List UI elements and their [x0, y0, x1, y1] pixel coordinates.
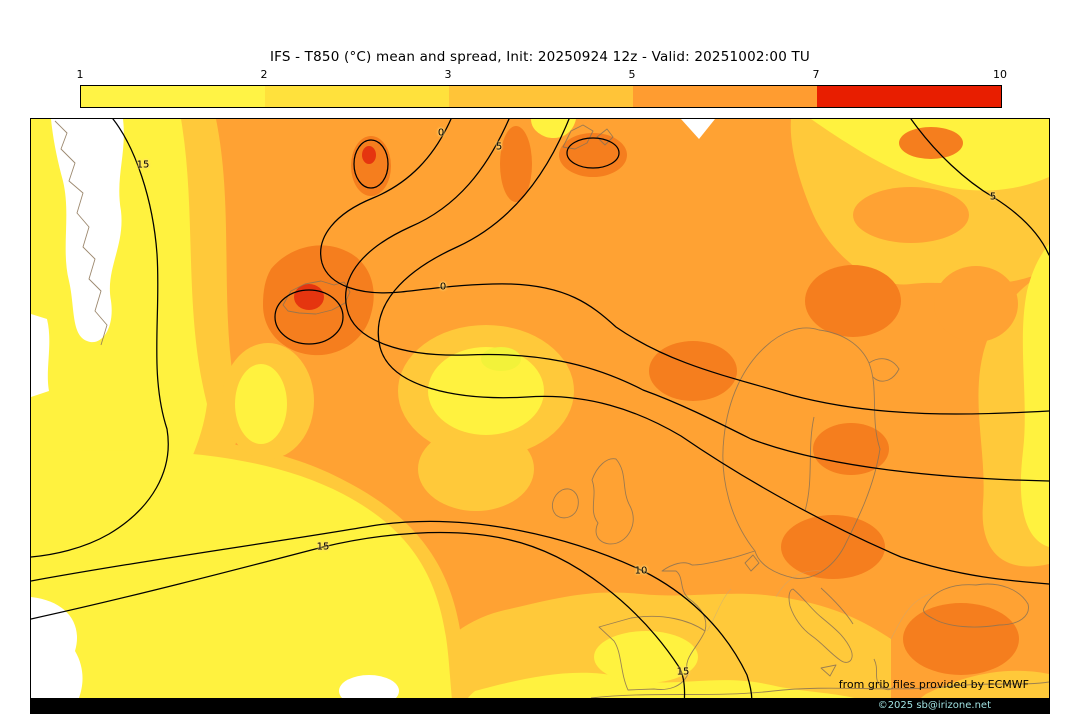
colorbar-tick-label: 10	[993, 68, 1007, 81]
contour-layer	[31, 119, 1049, 713]
bright-yellow-patch	[481, 347, 521, 371]
contour-label: 5	[495, 141, 503, 153]
colorbar-segment	[81, 86, 265, 107]
contour-label: 15	[136, 159, 150, 171]
colorbar-ticks: 1 2 3 5 7 10	[76, 68, 1008, 82]
colorbar-segment	[265, 86, 449, 107]
colorbar-tick-label: 1	[76, 68, 84, 81]
contour-label: 5	[989, 191, 997, 203]
contour-label: 10	[634, 565, 648, 577]
colorbar-segment	[449, 86, 633, 107]
contour-label: 0	[439, 281, 447, 293]
colorbar-tick-label: 7	[812, 68, 820, 81]
coastline-layer	[54, 120, 1049, 699]
copyright-bar: ©2025 sb@irizone.net	[31, 698, 1049, 713]
spread-map-svg	[31, 119, 1049, 713]
contour-label: 0	[437, 127, 445, 139]
contour-label: 15	[676, 666, 690, 678]
spread-3-5-patches	[853, 187, 1018, 342]
map-title: IFS - T850 (°C) mean and spread, Init: 2…	[269, 49, 811, 65]
ecmwf-credit: from grib files provided by ECMWF	[838, 678, 1029, 691]
colorbar-segment	[817, 86, 1001, 107]
copyright-text: ©2025 sb@irizone.net	[877, 700, 991, 711]
colorbar-tick-label: 5	[628, 68, 636, 81]
colorbar-segment	[633, 86, 817, 107]
colorbar	[80, 85, 1002, 108]
colorbar-tick-label: 2	[260, 68, 268, 81]
contour-label: 15	[316, 541, 330, 553]
colorbar-tick-label: 3	[444, 68, 452, 81]
border-layer	[706, 570, 932, 640]
weather-map: from grib files provided by ECMWF ©2025 …	[30, 118, 1050, 714]
spread-5-7-layer	[263, 126, 1019, 675]
